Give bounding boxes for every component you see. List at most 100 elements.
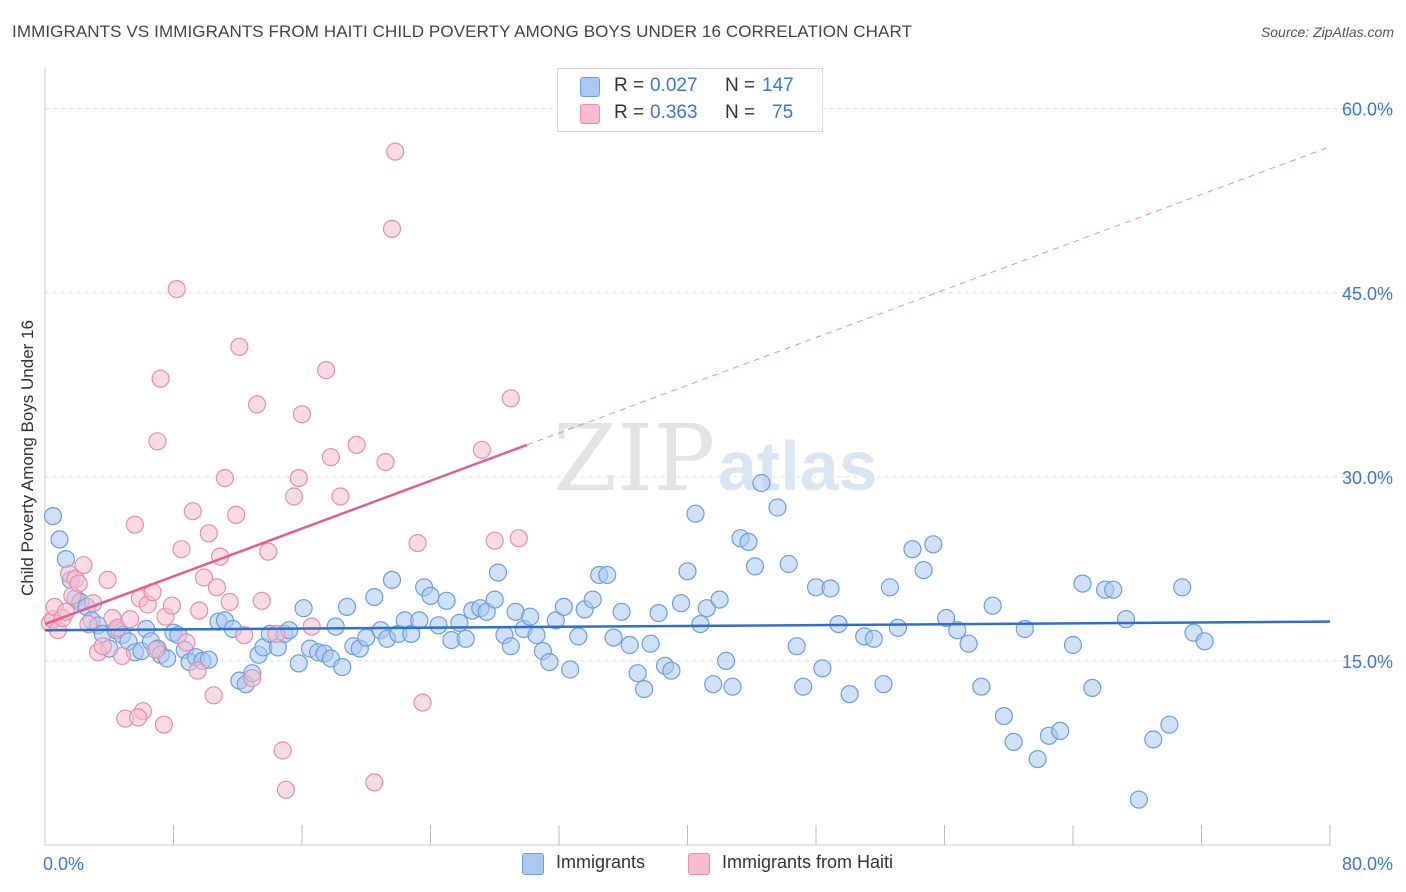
point-immigrants — [634, 679, 654, 699]
point-immigrants — [924, 535, 943, 554]
point-haiti — [79, 614, 98, 634]
point-haiti — [121, 610, 140, 629]
point-immigrants — [554, 597, 573, 617]
point-immigrants — [662, 661, 681, 680]
point-immigrants — [903, 540, 922, 559]
point-immigrants — [410, 611, 429, 630]
point-haiti — [273, 741, 292, 760]
point-immigrants — [612, 602, 631, 621]
point-haiti — [376, 453, 395, 472]
point-immigrants — [710, 590, 729, 609]
point-haiti — [331, 487, 350, 506]
point-immigrants — [43, 506, 63, 526]
point-immigrants — [501, 637, 520, 656]
point-immigrants — [1144, 730, 1163, 749]
point-immigrants — [583, 590, 602, 609]
point-immigrants — [840, 684, 859, 704]
axes — [44, 68, 1331, 846]
point-haiti — [108, 618, 127, 637]
point-immigrants — [787, 637, 806, 656]
point-immigrants — [686, 504, 705, 523]
point-haiti — [194, 568, 214, 587]
point-haiti — [321, 448, 340, 467]
r-label: R = — [614, 102, 645, 123]
n-value: 147 — [762, 75, 794, 96]
swatch-immigrants — [580, 77, 600, 97]
point-haiti — [276, 780, 295, 799]
n-label: N = — [725, 75, 756, 96]
point-haiti — [386, 142, 405, 161]
point-haiti — [167, 280, 186, 299]
point-immigrants — [671, 594, 691, 613]
point-immigrants — [429, 616, 448, 635]
correlation-legend: R = 0.027 N = 147 R = 0.363 N = 75 — [557, 68, 823, 132]
point-immigrants — [456, 629, 475, 648]
point-haiti — [183, 502, 202, 521]
point-immigrants — [333, 657, 352, 677]
y-axis-label: Child Poverty Among Boys Under 16 — [18, 320, 37, 596]
point-immigrants — [779, 554, 798, 574]
point-haiti — [112, 646, 132, 666]
point-immigrants — [874, 675, 893, 694]
point-immigrants — [1116, 610, 1136, 629]
point-immigrants — [739, 532, 758, 552]
point-immigrants — [437, 591, 456, 610]
point-haiti — [204, 686, 223, 705]
swatch-haiti — [580, 104, 600, 124]
point-immigrants — [1073, 574, 1092, 593]
legend-label-haiti: Immigrants from Haiti — [722, 852, 894, 872]
point-haiti — [382, 219, 402, 238]
point-immigrants — [723, 677, 742, 696]
point-immigrants — [864, 629, 883, 648]
point-immigrants — [520, 607, 540, 626]
point-immigrants — [691, 614, 710, 634]
point-immigrants — [485, 590, 504, 609]
point-immigrants — [678, 562, 697, 581]
y-tick-label: 30.0% — [1342, 468, 1393, 488]
point-immigrants — [569, 627, 588, 646]
point-haiti — [190, 601, 209, 620]
r-value: 0.027 — [650, 75, 698, 96]
point-immigrants — [50, 530, 69, 549]
point-immigrants — [546, 611, 565, 630]
point-immigrants — [880, 578, 900, 597]
point-immigrants — [821, 579, 840, 598]
point-immigrants — [365, 587, 384, 607]
point-haiti — [472, 440, 491, 459]
point-haiti — [365, 773, 384, 792]
point-immigrants — [948, 621, 967, 640]
point-haiti — [146, 640, 165, 660]
point-haiti — [129, 708, 148, 727]
point-immigrants — [628, 664, 647, 683]
point-immigrants — [450, 613, 469, 633]
y-tick-label: 45.0% — [1342, 284, 1393, 304]
point-immigrants — [199, 650, 218, 669]
point-haiti — [284, 487, 304, 506]
grid-lines — [45, 108, 1392, 662]
point-haiti — [252, 591, 271, 610]
point-haiti — [509, 529, 528, 548]
point-immigrants — [641, 634, 660, 653]
point-immigrants — [56, 549, 76, 569]
point-haiti — [220, 592, 239, 612]
trend-line-haiti — [44, 443, 528, 626]
point-haiti — [199, 524, 218, 543]
point-immigrants — [1104, 580, 1123, 599]
point-haiti — [151, 369, 170, 388]
point-haiti — [413, 693, 432, 712]
point-immigrants — [959, 634, 978, 653]
point-haiti — [177, 633, 196, 652]
point-haiti — [292, 405, 312, 424]
point-haiti — [317, 361, 336, 380]
point-haiti — [154, 715, 173, 734]
point-immigrants — [768, 498, 787, 517]
point-immigrants — [604, 628, 623, 647]
point-immigrants — [337, 597, 357, 617]
swatch-haiti — [688, 853, 710, 875]
point-immigrants — [1004, 732, 1023, 752]
trend-line-haiti-extension — [526, 146, 1331, 446]
swatch-immigrants — [522, 853, 544, 875]
point-immigrants — [326, 617, 345, 636]
point-haiti — [74, 556, 93, 575]
